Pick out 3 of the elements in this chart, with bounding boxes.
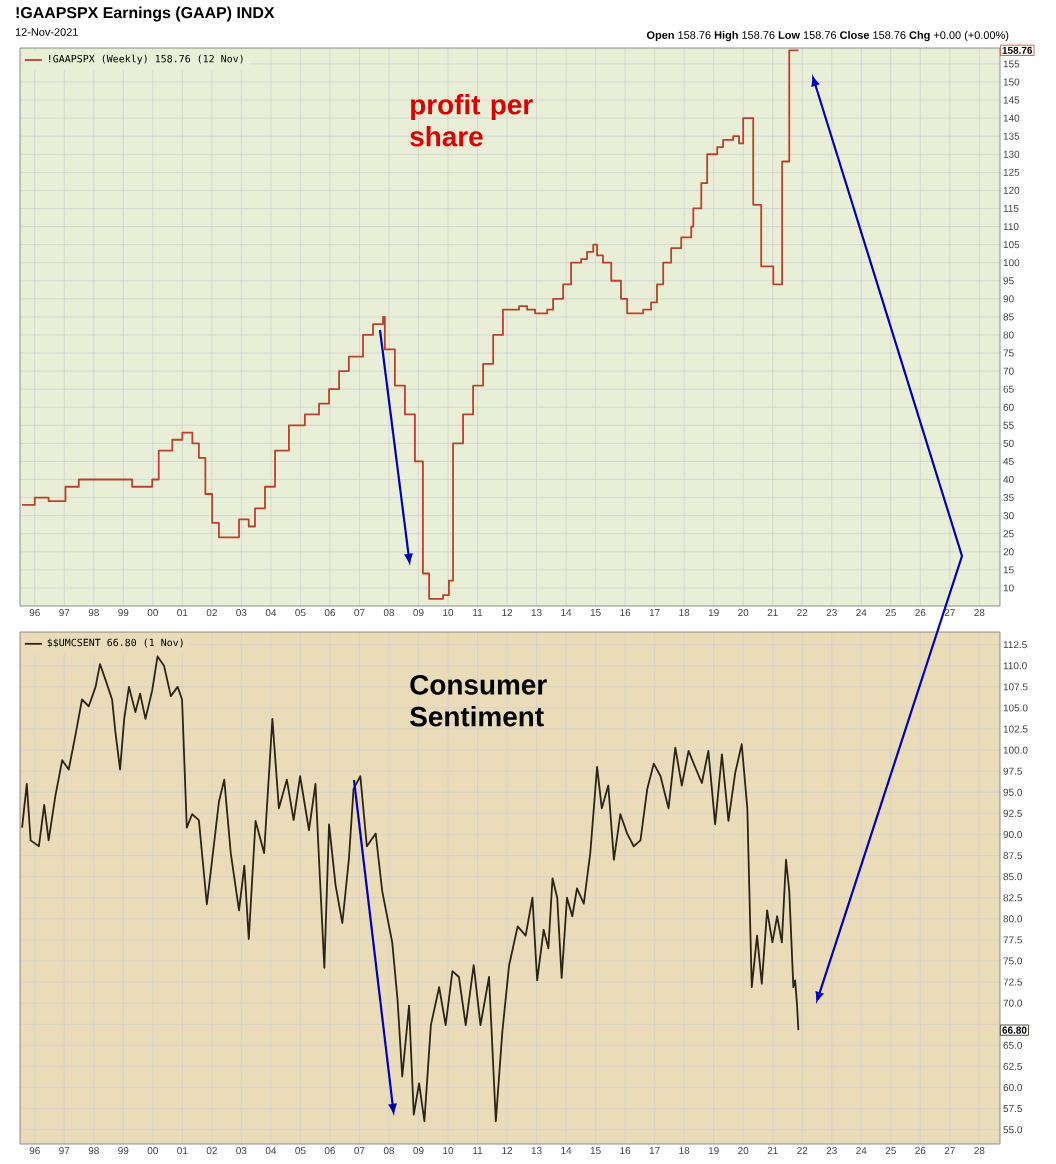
annotation: Consumer Sentiment xyxy=(410,674,547,727)
line-series xyxy=(21,655,800,1123)
annotation: profit per share xyxy=(410,94,533,147)
